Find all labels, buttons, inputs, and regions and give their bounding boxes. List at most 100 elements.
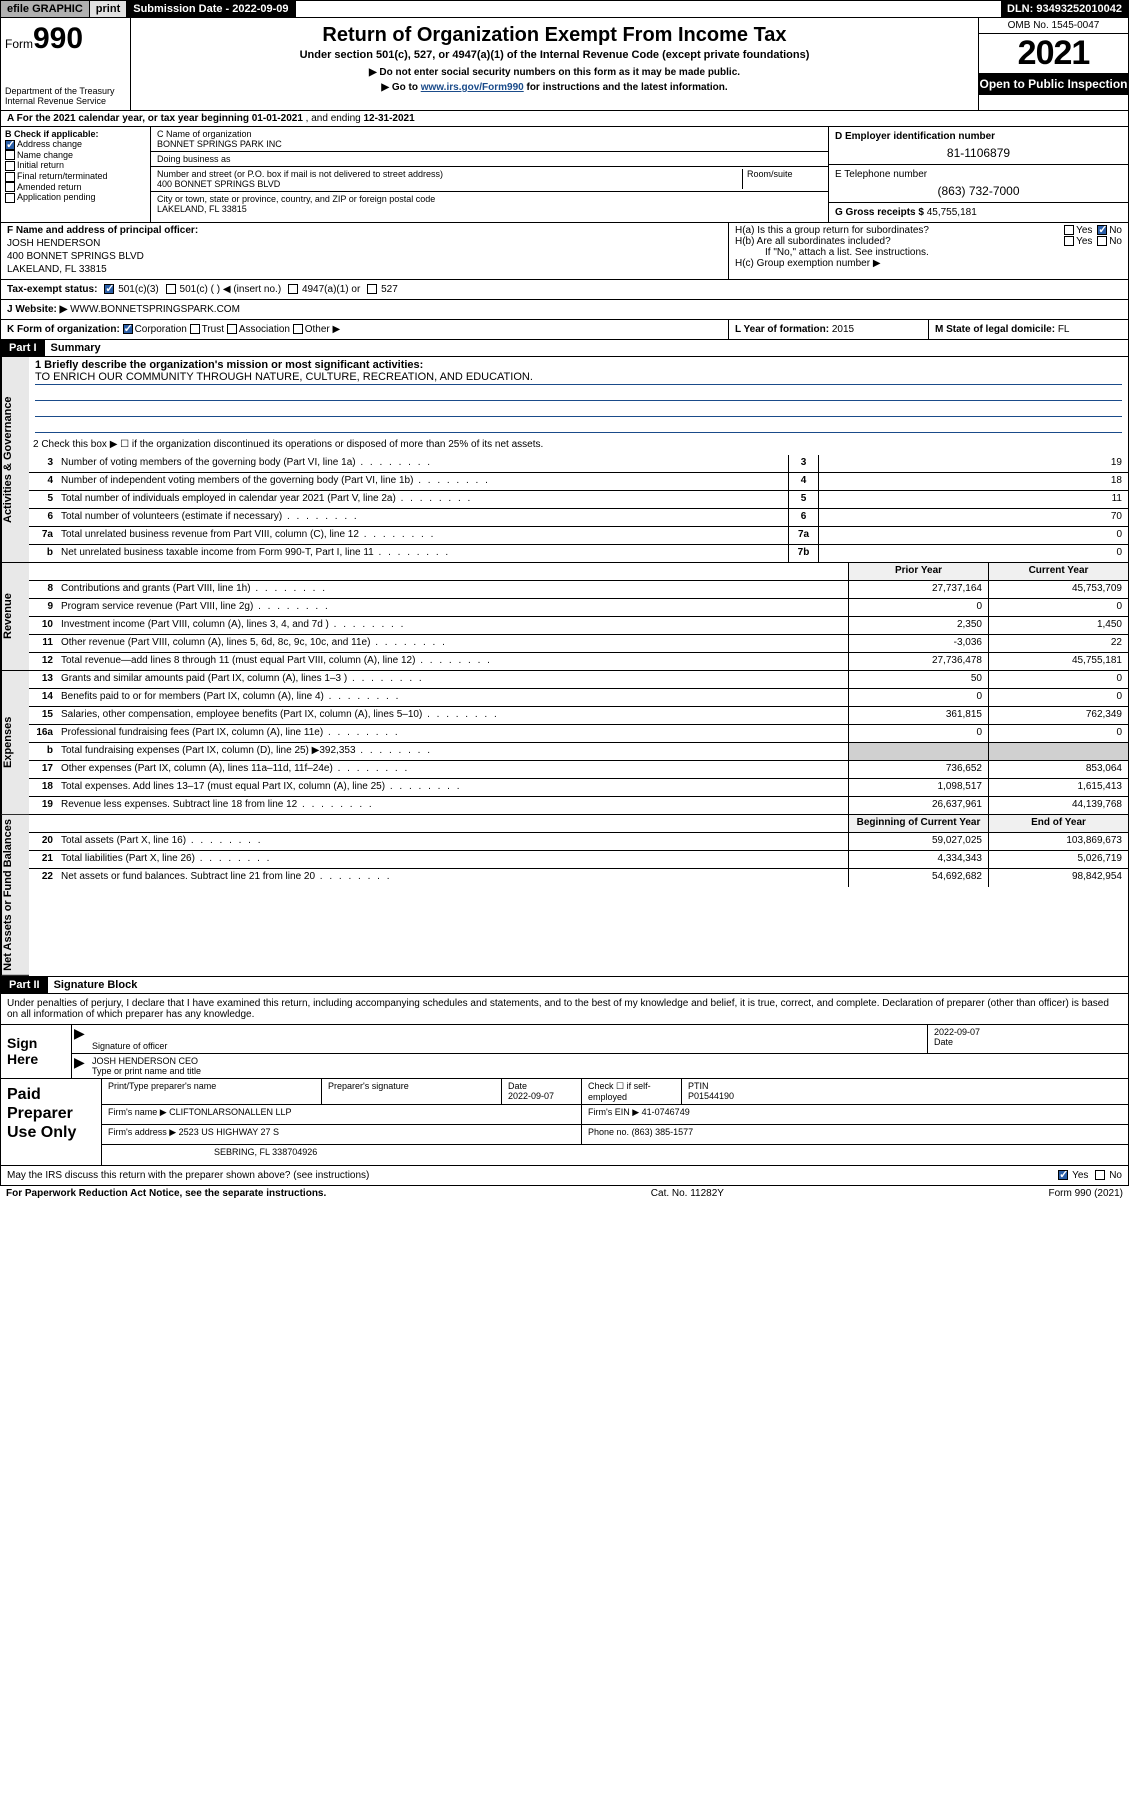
h-b-row: H(b) Are all subordinates included? Yes … <box>735 236 1122 247</box>
checkbox-501c[interactable] <box>166 284 176 294</box>
page-footer: For Paperwork Reduction Act Notice, see … <box>0 1186 1129 1201</box>
revenue-header-row: Prior Year Current Year <box>29 563 1128 581</box>
h-b-note: If "No," attach a list. See instructions… <box>735 247 1122 258</box>
name-title-label: Type or print name and title <box>92 1066 1122 1076</box>
checkbox-association[interactable] <box>227 324 237 334</box>
sig-officer-label: Signature of officer <box>92 1041 921 1051</box>
summary-row: 21Total liabilities (Part X, line 26)4,3… <box>29 851 1128 869</box>
section-h: H(a) Is this a group return for subordin… <box>728 223 1128 279</box>
paid-preparer-label: Paid Preparer Use Only <box>1 1079 101 1165</box>
org-name: BONNET SPRINGS PARK INC <box>157 139 822 149</box>
print-button[interactable]: print <box>90 1 127 17</box>
checkbox-corporation[interactable] <box>123 324 133 334</box>
netassets-header-row: Beginning of Current Year End of Year <box>29 815 1128 833</box>
summary-row: 19Revenue less expenses. Subtract line 1… <box>29 797 1128 815</box>
gross-receipts-label: G Gross receipts $ <box>835 207 924 218</box>
summary-row: 17Other expenses (Part IX, column (A), l… <box>29 761 1128 779</box>
department-label: Department of the Treasury Internal Reve… <box>5 86 126 106</box>
summary-row: 10Investment income (Part VIII, column (… <box>29 617 1128 635</box>
header-mid: Return of Organization Exempt From Incom… <box>131 18 978 110</box>
section-b-to-g: B Check if applicable: Address change Na… <box>0 127 1129 223</box>
vtab-governance: Activities & Governance <box>1 357 29 563</box>
summary-row: 20Total assets (Part X, line 16)59,027,0… <box>29 833 1128 851</box>
section-m: M State of legal domicile: FL <box>928 320 1128 339</box>
mission-block: 1 Briefly describe the organization's mi… <box>29 357 1128 437</box>
section-j: J Website: ▶ WWW.BONNETSPRINGSPARK.COM <box>0 300 1129 320</box>
ein-value: 81-1106879 <box>835 146 1122 160</box>
h-a-row: H(a) Is this a group return for subordin… <box>735 225 1122 236</box>
ssn-note: ▶ Do not enter social security numbers o… <box>135 67 974 78</box>
inspection-badge: Open to Public Inspection <box>979 73 1128 95</box>
summary-row: 3Number of voting members of the governi… <box>29 455 1128 473</box>
city-label: City or town, state or province, country… <box>157 194 822 204</box>
summary-row: 7aTotal unrelated business revenue from … <box>29 527 1128 545</box>
summary-row: 6Total number of volunteers (estimate if… <box>29 509 1128 527</box>
form-title: Return of Organization Exempt From Incom… <box>135 24 974 47</box>
city-value: LAKELAND, FL 33815 <box>157 204 822 214</box>
summary-row: 18Total expenses. Add lines 13–17 (must … <box>29 779 1128 797</box>
section-k: K Form of organization: Corporation Trus… <box>1 320 728 339</box>
summary-row: 12Total revenue—add lines 8 through 11 (… <box>29 653 1128 671</box>
section-l: L Year of formation: 2015 <box>728 320 928 339</box>
gross-receipts-value: 45,755,181 <box>927 207 977 218</box>
paid-preparer-block: Paid Preparer Use Only Print/Type prepar… <box>0 1079 1129 1166</box>
summary-governance: Activities & Governance 1 Briefly descri… <box>0 357 1129 563</box>
checkbox-application-pending[interactable]: Application pending <box>5 192 146 203</box>
summary-row: 14Benefits paid to or for members (Part … <box>29 689 1128 707</box>
vtab-netassets: Net Assets or Fund Balances <box>1 815 29 976</box>
officer-addr2: LAKELAND, FL 33815 <box>7 264 722 275</box>
summary-row: 4Number of independent voting members of… <box>29 473 1128 491</box>
form-ref: Form 990 (2021) <box>1049 1188 1123 1199</box>
checkbox-discuss-no[interactable] <box>1095 1170 1105 1180</box>
checkbox-501c3[interactable] <box>104 284 114 294</box>
form-subtitle: Under section 501(c), 527, or 4947(a)(1)… <box>135 49 974 61</box>
paperwork-notice: For Paperwork Reduction Act Notice, see … <box>6 1188 326 1199</box>
checkbox-name-change[interactable]: Name change <box>5 150 146 161</box>
part-1-header: Part ISummary <box>0 340 1129 357</box>
omb-number: OMB No. 1545-0047 <box>979 18 1128 34</box>
efile-label: efile GRAPHIC <box>1 1 90 17</box>
sign-here-label: Sign Here <box>1 1025 71 1078</box>
summary-row: 22Net assets or fund balances. Subtract … <box>29 869 1128 887</box>
officer-name-title: JOSH HENDERSON CEO <box>92 1056 1122 1066</box>
dln-label: DLN: 93493252010042 <box>1001 1 1128 17</box>
summary-row: 13Grants and similar amounts paid (Part … <box>29 671 1128 689</box>
section-b: B Check if applicable: Address change Na… <box>1 127 151 222</box>
checkbox-initial-return[interactable]: Initial return <box>5 160 146 171</box>
summary-row: 16aProfessional fundraising fees (Part I… <box>29 725 1128 743</box>
checkbox-527[interactable] <box>367 284 377 294</box>
checkbox-amended-return[interactable]: Amended return <box>5 182 146 193</box>
section-d-e-g: D Employer identification number 81-1106… <box>828 127 1128 222</box>
dba-label: Doing business as <box>157 154 822 164</box>
irs-link[interactable]: www.irs.gov/Form990 <box>421 82 524 93</box>
section-i: Tax-exempt status: 501(c)(3) 501(c) ( ) … <box>0 280 1129 300</box>
section-c: C Name of organization BONNET SPRINGS PA… <box>151 127 828 222</box>
checkbox-final-return[interactable]: Final return/terminated <box>5 171 146 182</box>
tax-year: 2021 <box>979 34 1128 73</box>
checkbox-address-change[interactable]: Address change <box>5 139 146 150</box>
arrow-icon: ▶ <box>72 1025 86 1053</box>
checkbox-other[interactable] <box>293 324 303 334</box>
summary-row: 15Salaries, other compensation, employee… <box>29 707 1128 725</box>
summary-row: 11Other revenue (Part VIII, column (A), … <box>29 635 1128 653</box>
sig-date: 2022-09-07 <box>934 1027 1122 1037</box>
checkbox-discuss-yes[interactable] <box>1058 1170 1068 1180</box>
instructions-link-row: ▶ Go to www.irs.gov/Form990 for instruct… <box>135 82 974 93</box>
officer-name: JOSH HENDERSON <box>7 238 722 249</box>
summary-row: bTotal fundraising expenses (Part IX, co… <box>29 743 1128 761</box>
part-2-header: Part IISignature Block <box>0 977 1129 994</box>
section-klm: K Form of organization: Corporation Trus… <box>0 320 1129 340</box>
sig-date-label: Date <box>934 1037 1122 1047</box>
form-number: Form990 <box>5 22 126 56</box>
checkbox-trust[interactable] <box>190 324 200 334</box>
summary-revenue: Revenue Prior Year Current Year 8Contrib… <box>0 563 1129 671</box>
summary-row: bNet unrelated business taxable income f… <box>29 545 1128 563</box>
checkbox-4947[interactable] <box>288 284 298 294</box>
form-header: Form990 Department of the Treasury Inter… <box>0 18 1129 111</box>
header-left: Form990 Department of the Treasury Inter… <box>1 18 131 110</box>
summary-row: 5Total number of individuals employed in… <box>29 491 1128 509</box>
officer-addr1: 400 BONNET SPRINGS BLVD <box>7 251 722 262</box>
section-a: A For the 2021 calendar year, or tax yea… <box>0 111 1129 127</box>
summary-row: 9Program service revenue (Part VIII, lin… <box>29 599 1128 617</box>
top-bar: efile GRAPHIC print Submission Date - 20… <box>0 0 1129 18</box>
